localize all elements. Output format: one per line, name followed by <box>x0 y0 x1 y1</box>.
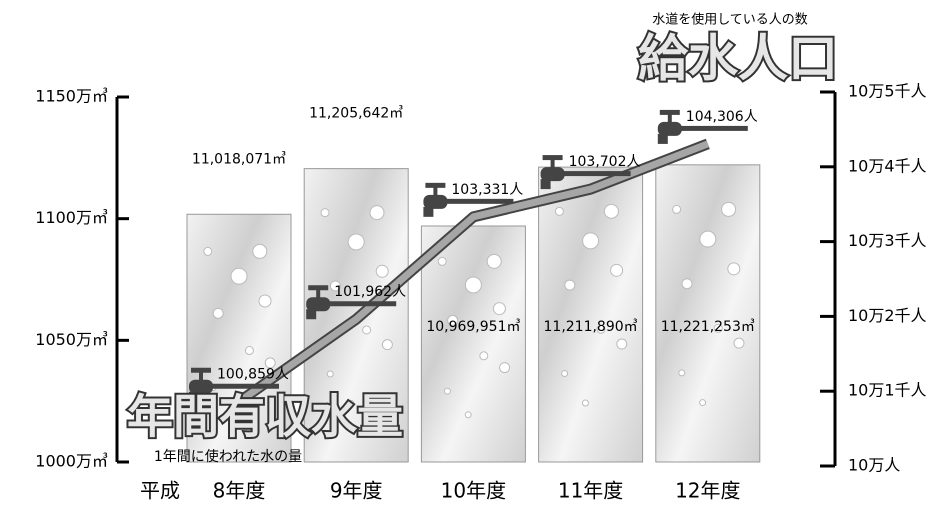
bar-description: 1年間に使われた水の量 <box>154 448 302 465</box>
faucet-pipe <box>326 301 396 306</box>
x-tick-label: 8年度 <box>213 479 266 503</box>
faucet-stem <box>316 289 320 298</box>
y2-tick-label: 10万人 <box>848 456 900 475</box>
bubble <box>562 371 568 377</box>
bubble <box>583 233 599 249</box>
bubble <box>617 339 627 349</box>
faucet-body <box>306 297 330 311</box>
y-tick-label: 1100万㎥ <box>35 208 108 227</box>
bar <box>656 165 760 462</box>
y-tick-label: 1000万㎥ <box>35 452 108 471</box>
value-label: 10,969,951㎥ <box>426 319 520 335</box>
era-label: 平成 <box>140 479 180 503</box>
value-label: 11,221,253㎥ <box>661 319 755 335</box>
faucet-spout <box>658 134 668 144</box>
bubble <box>604 204 618 218</box>
bubble <box>438 257 446 265</box>
bubble <box>444 388 450 394</box>
bubble <box>245 347 253 355</box>
y2-tick-label: 10万5千人 <box>848 82 927 101</box>
faucet-spout <box>306 309 316 319</box>
bubble <box>500 363 510 373</box>
faucet-body <box>658 122 682 136</box>
faucet-pipe <box>678 126 748 131</box>
value-label: 104,306人 <box>686 109 758 125</box>
bubble <box>565 280 575 290</box>
x-tick-label: 9年度 <box>330 479 383 503</box>
bubble <box>611 264 623 276</box>
y-tick-label: 1150万㎥ <box>35 87 108 106</box>
faucet-stem <box>668 114 672 123</box>
faucet-stem <box>199 372 203 381</box>
bubble <box>465 277 481 293</box>
line-title: 給水人口 <box>638 30 838 88</box>
bubble <box>253 244 267 258</box>
bubble <box>722 202 736 216</box>
value-label: 101,962人 <box>334 284 406 300</box>
bubble <box>700 231 716 247</box>
faucet-pipe <box>561 171 631 176</box>
y2-tick-label: 10万4千人 <box>848 156 927 175</box>
bubble <box>370 206 384 220</box>
faucet-stem <box>433 187 437 196</box>
faucet-pipe <box>443 199 513 204</box>
faucet-stem <box>551 159 555 168</box>
y-tick-label: 1050万㎥ <box>35 330 108 349</box>
bubble <box>582 400 588 406</box>
faucet-spout <box>541 179 551 189</box>
y2-tick-label: 10万3千人 <box>848 231 927 250</box>
bubble <box>376 265 388 277</box>
value-label: 100,859人 <box>217 367 289 383</box>
value-label: 103,331人 <box>451 182 523 198</box>
bubble <box>321 209 329 217</box>
bubble <box>493 303 505 315</box>
chart: 平成 水道を使用している人の数 給水人口 1000万㎥ 1050万㎥ 1100万㎥ 1… <box>0 0 948 502</box>
bubble <box>728 263 740 275</box>
value-label: 11,205,642㎥ <box>309 106 403 122</box>
bubble <box>679 370 685 376</box>
bubble <box>213 308 223 318</box>
x-tick-label: 10年度 <box>441 479 506 503</box>
x-tick-label: 11年度 <box>558 479 623 503</box>
bubble <box>480 352 488 360</box>
bubble <box>231 268 247 284</box>
bubble <box>382 340 392 350</box>
value-label: 103,702人 <box>569 154 641 170</box>
bubble <box>734 338 744 348</box>
bubble <box>363 326 371 334</box>
bubble <box>465 412 471 418</box>
bubble <box>555 207 563 215</box>
bubble <box>204 247 212 255</box>
bar-title: 年間有収水量 <box>127 390 403 444</box>
bar <box>539 167 643 462</box>
bubble <box>700 400 706 406</box>
faucet-body <box>423 195 447 209</box>
x-tick-label: 12年度 <box>675 479 740 503</box>
bar <box>421 226 525 462</box>
faucet-pipe <box>209 384 279 389</box>
faucet-spout <box>423 207 433 217</box>
bubble <box>673 205 681 213</box>
bubble <box>348 234 364 250</box>
value-label: 11,018,071㎥ <box>192 151 286 167</box>
y2-tick-label: 10万1千人 <box>848 381 927 400</box>
faucet-body <box>541 167 565 181</box>
bubble <box>487 254 501 268</box>
bubble <box>682 279 692 289</box>
value-label: 11,211,890㎥ <box>544 319 638 335</box>
y2-tick-label: 10万2千人 <box>848 306 927 325</box>
line-description: 水道を使用している人の数 <box>652 12 808 28</box>
bubble <box>327 371 333 377</box>
bubble <box>259 295 271 307</box>
